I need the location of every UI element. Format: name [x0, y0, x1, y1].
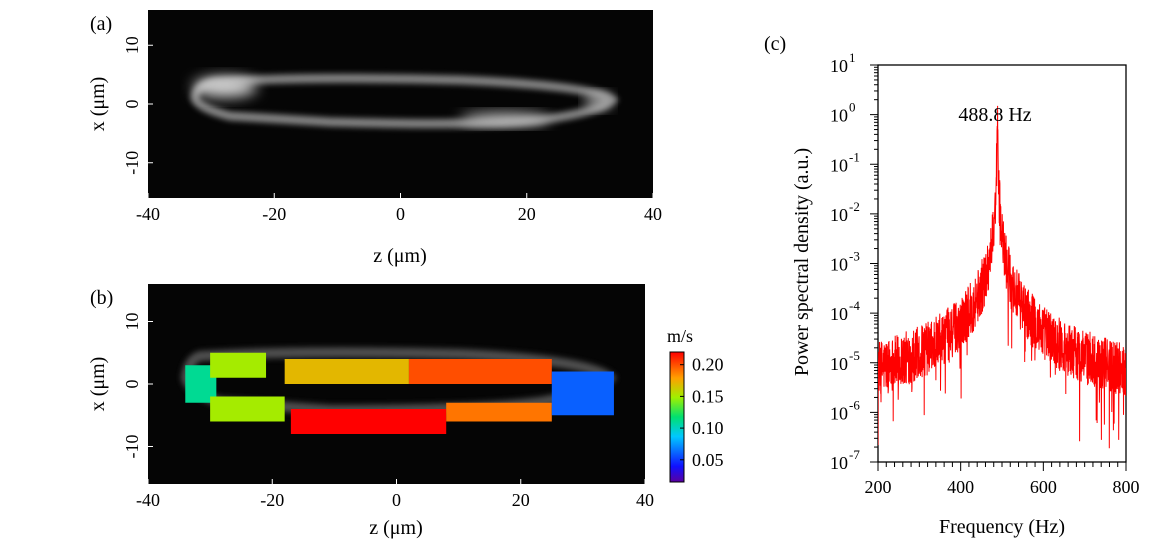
panel-b-xtick-label: -40 [136, 490, 160, 510]
panel-c-ytick-label: 10 -7 [830, 447, 860, 473]
panel-c-ylabel: Power spectral density (a.u.) [791, 148, 813, 376]
panel-c-ytick-exp: -2 [849, 199, 860, 214]
panel-c-xtick-label: 200 [865, 477, 892, 497]
panel-a-ring [190, 73, 619, 129]
panel-b-ytick-label: -10 [122, 435, 142, 459]
panel-b-ylabel: x (μm) [87, 357, 109, 412]
panel-a-ytick-label: 0 [122, 100, 142, 109]
colorbar-tick-label: 0.15 [692, 386, 724, 406]
panel-c-ytick-exp: 1 [849, 50, 856, 65]
panel-c-ytick-base: 10 [830, 106, 848, 126]
velocity-segment [446, 402, 552, 422]
panel-b-xtick-label: -20 [260, 490, 284, 510]
panel-c-xlabel: Frequency (Hz) [939, 516, 1065, 538]
panel-c-xtick-label: 800 [1113, 477, 1140, 497]
panel-a-xtick-label: 0 [396, 204, 405, 224]
panel-b-xlabel: z (μm) [369, 517, 422, 539]
panel-c-label: (c) [764, 33, 786, 55]
panel-b-label: (b) [90, 287, 113, 309]
panel-a-xtick-label: 40 [644, 204, 662, 224]
panel-c-ytick-base: 10 [830, 155, 848, 175]
panel-a-xlabel: z (μm) [373, 245, 426, 267]
panel-c-ytick-label: 10 -2 [830, 199, 860, 225]
velocity-segment [284, 359, 409, 384]
velocity-segment [210, 396, 285, 422]
panel-c-ytick-exp: -5 [849, 348, 860, 363]
panel-c-ytick-label: 10 -1 [830, 149, 860, 175]
panel-a-ytick-label: 10 [122, 36, 142, 54]
panel-c-ytick-label: 10 -3 [830, 249, 860, 275]
panel-a: -40 -20 0 20 40 10 0 -10 (a) z (μm) x (μm) [87, 10, 662, 267]
panel-c-ytick-exp: -1 [849, 149, 860, 164]
velocity-segment [408, 359, 552, 384]
panel-c-ytick-base: 10 [830, 453, 848, 473]
panel-c-ytick-base: 10 [830, 205, 848, 225]
panel-c-ytick-exp: -6 [849, 397, 860, 412]
colorbar-ticks: 0.20 0.15 0.10 0.05 [680, 355, 724, 470]
psd-series-line [878, 105, 1126, 449]
panel-c-ytick-base: 10 [830, 354, 848, 374]
velocity-segment [290, 409, 447, 434]
panel-c-xtick-label: 400 [947, 477, 974, 497]
panel-a-xtick-label: 20 [518, 204, 536, 224]
panel-a-axes: -40 -20 0 20 40 10 0 -10 [122, 36, 662, 224]
colorbar-tick-label: 0.05 [692, 450, 724, 470]
panel-a-xtick-label: -40 [136, 204, 160, 224]
colorbar: 0.20 0.15 0.10 0.05 m/s [667, 326, 724, 483]
panel-b-velocity-segments [185, 352, 614, 434]
panel-b-xtick-label: 40 [636, 490, 654, 510]
panel-b-xtick-label: 20 [512, 490, 530, 510]
panel-a-image [148, 10, 653, 198]
velocity-segment [210, 352, 267, 378]
panel-b-xtick-label: 0 [392, 490, 401, 510]
velocity-segment [551, 371, 614, 416]
panel-c-ytick-label: 10 -4 [830, 298, 860, 324]
panel-c-ytick-base: 10 [830, 304, 848, 324]
psd-peak-annotation: 488.8 Hz [958, 104, 1031, 126]
panel-b-ytick-label: 10 [122, 313, 142, 331]
panel-c-ytick-label: 10 -6 [830, 397, 860, 423]
panel-c-ytick-exp: -3 [849, 249, 860, 264]
panel-a-label: (a) [90, 13, 112, 35]
panel-a-ylabel: x (μm) [87, 77, 109, 132]
colorbar-title: m/s [667, 326, 693, 346]
panel-c-ytick-base: 10 [830, 255, 848, 275]
panel-c-ytick-exp: 0 [849, 100, 856, 115]
panel-a-ytick-label: -10 [122, 151, 142, 175]
panel-a-xtick-label: -20 [262, 204, 286, 224]
panel-c-xtick-label: 600 [1030, 477, 1057, 497]
panel-b: -40 -20 0 20 40 10 0 -10 (b) z (μm) x (μm) 0.20… [87, 284, 724, 539]
panel-c-ytick-exp: -7 [849, 447, 860, 462]
colorbar-tick-label: 0.20 [692, 355, 724, 375]
panel-c-ytick-exp: -4 [849, 298, 860, 313]
panel-b-ytick-label: 0 [122, 380, 142, 389]
panel-c-ytick-base: 10 [830, 403, 848, 423]
panel-c-ytick-label: 10 1 [830, 50, 856, 76]
panel-b-axes: -40 -20 0 20 40 10 0 -10 [122, 313, 654, 511]
panel-c-ytick-label: 10 -5 [830, 348, 860, 374]
colorbar-gradient [669, 351, 685, 483]
colorbar-tick-label: 0.10 [692, 418, 724, 438]
panel-c-ytick-base: 10 [830, 56, 848, 76]
panel-c-ytick-label: 10 0 [830, 100, 856, 126]
